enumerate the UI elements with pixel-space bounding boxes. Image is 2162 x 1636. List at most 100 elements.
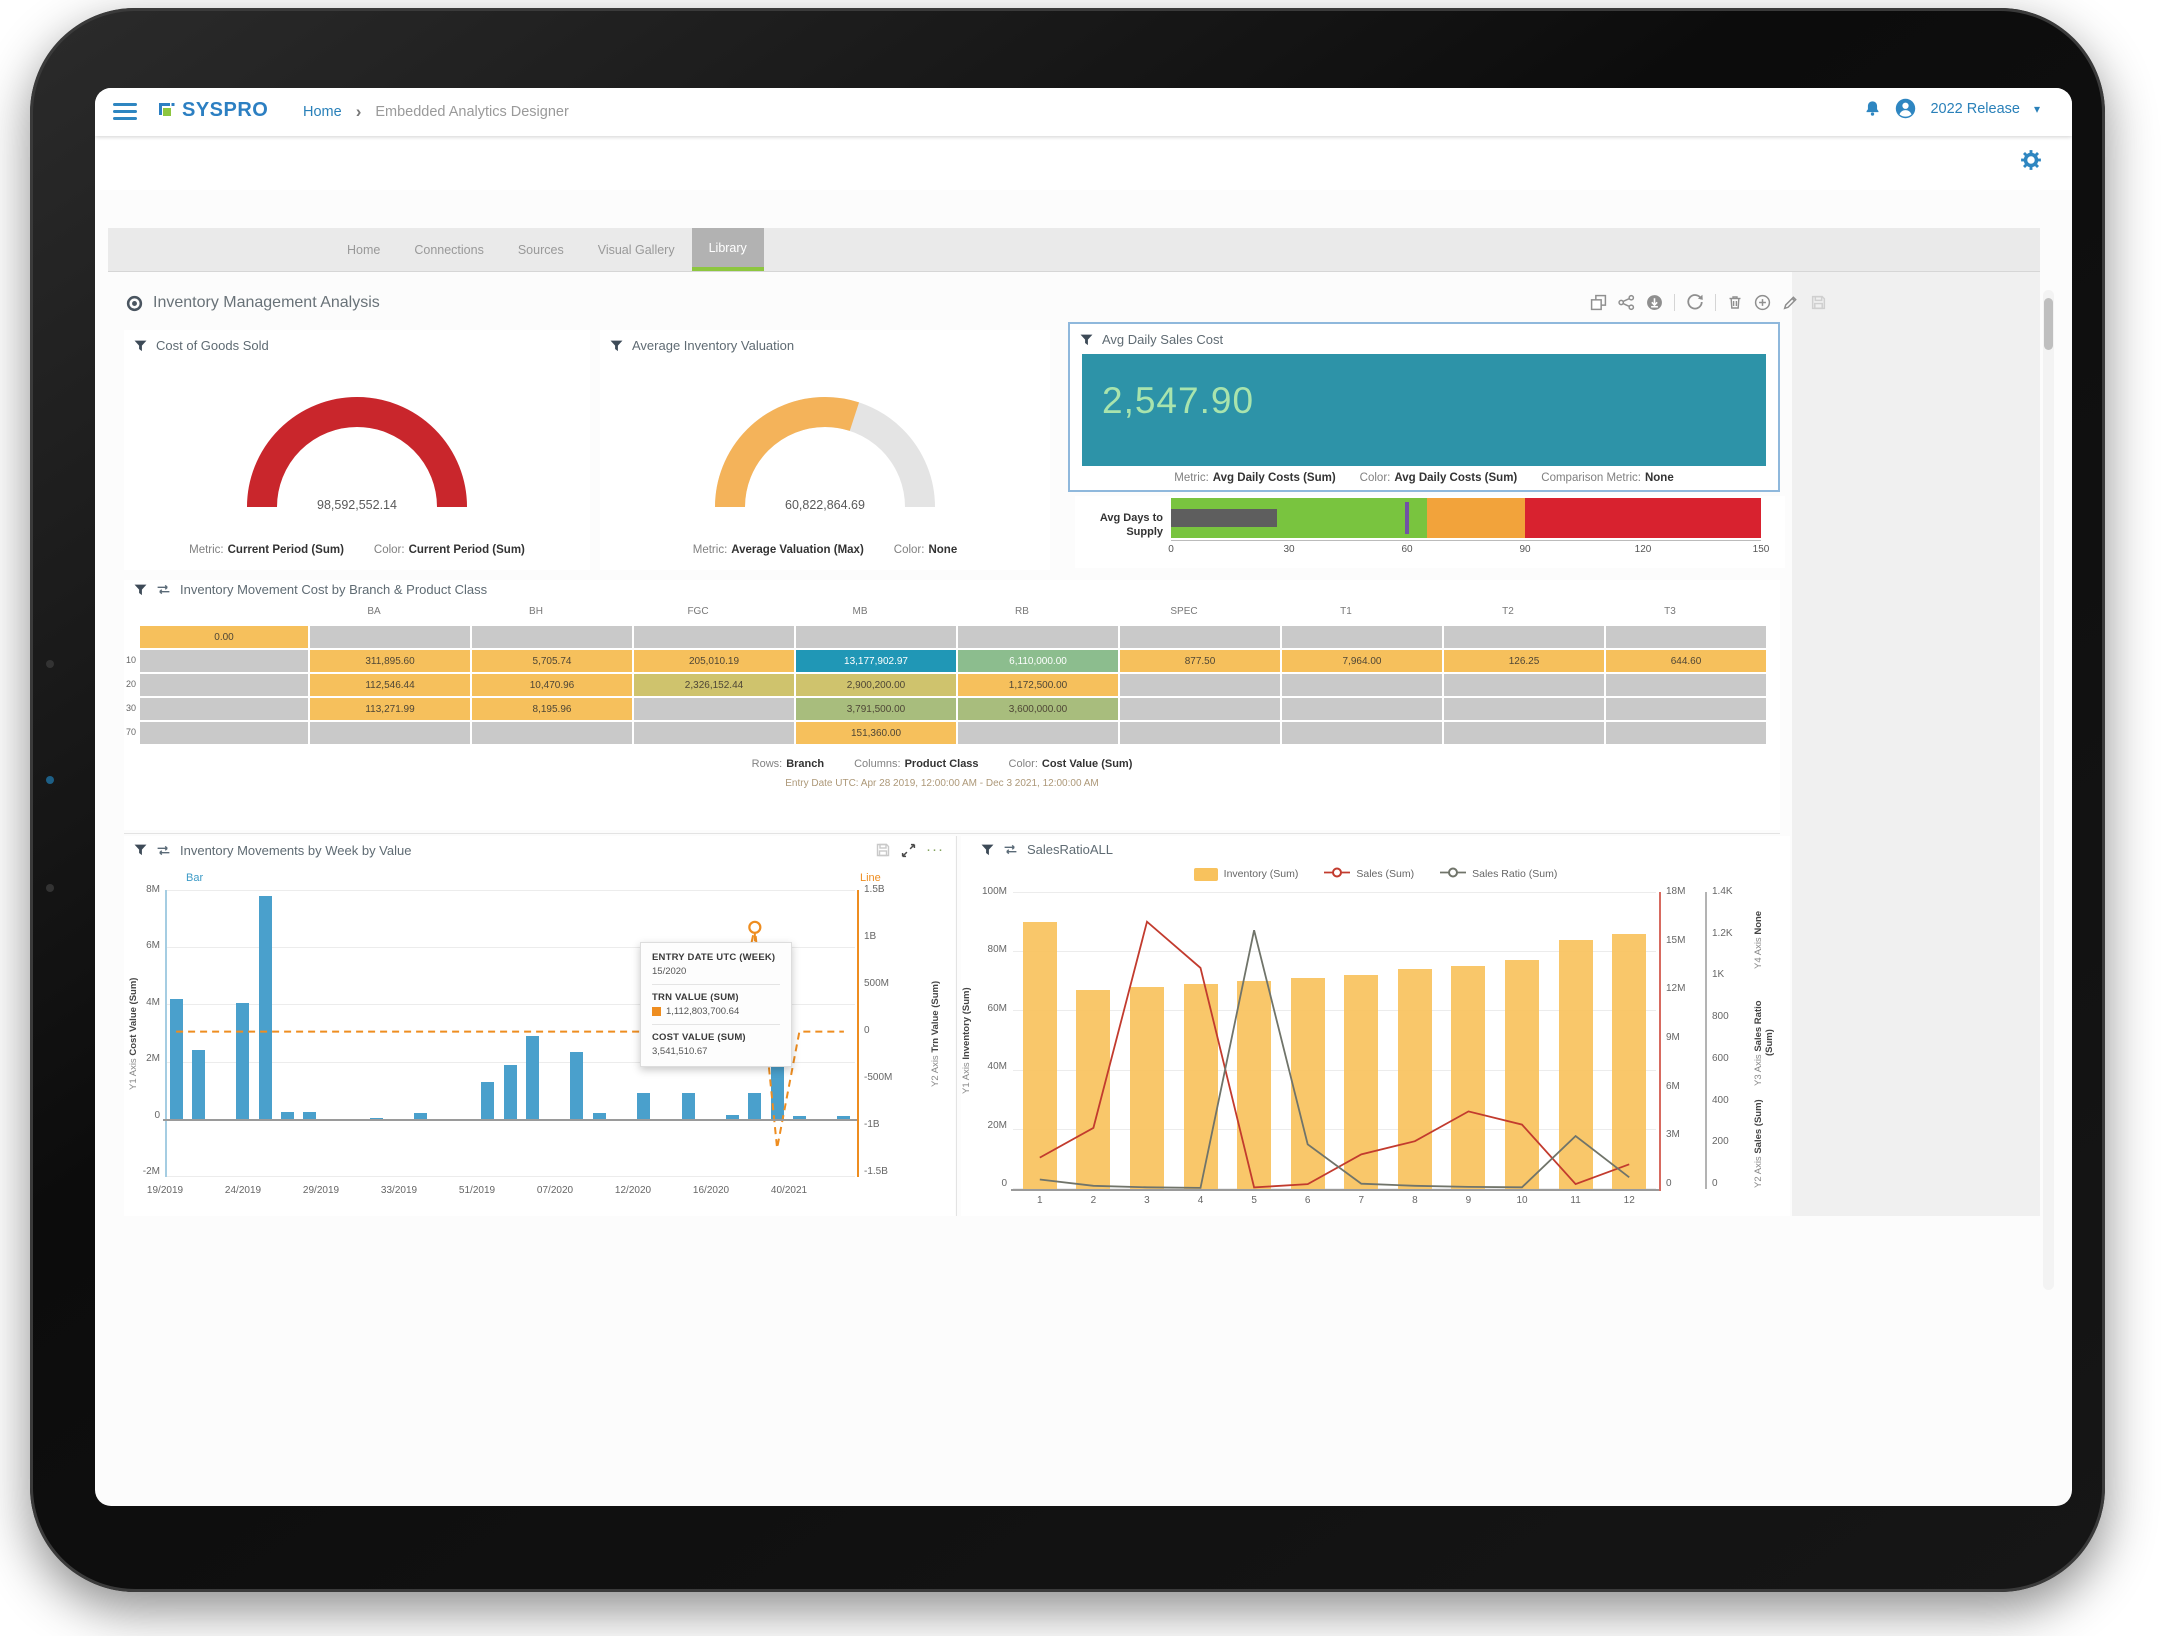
edit-icon[interactable] [1782, 294, 1799, 311]
bar[interactable] [748, 1093, 762, 1119]
bar[interactable] [1076, 990, 1111, 1189]
bar[interactable] [592, 1113, 606, 1119]
heatmap-cell[interactable] [958, 722, 1118, 744]
bar[interactable] [303, 1111, 317, 1119]
heatmap-cell[interactable] [310, 722, 470, 744]
bar[interactable] [1290, 978, 1325, 1189]
heatmap-cell[interactable] [1120, 722, 1280, 744]
bar[interactable] [1129, 987, 1164, 1189]
heatmap-cell[interactable]: 2,326,152.44 [634, 674, 794, 696]
heatmap-cell[interactable]: 877.50 [1120, 650, 1280, 672]
bullet-target-marker[interactable] [1405, 502, 1409, 534]
bar[interactable] [280, 1111, 294, 1119]
menu-icon[interactable] [113, 103, 137, 120]
gear-icon[interactable] [2020, 149, 2042, 176]
heatmap-cell[interactable] [140, 674, 308, 696]
save-icon[interactable] [875, 842, 891, 858]
heatmap-cell[interactable] [1120, 626, 1280, 648]
bar[interactable] [770, 1056, 784, 1119]
bar[interactable] [1344, 975, 1379, 1189]
filter-icon[interactable] [134, 844, 147, 856]
bar[interactable] [414, 1113, 428, 1119]
bar[interactable] [570, 1051, 584, 1119]
heatmap-cell[interactable]: 2,900,200.00 [796, 674, 956, 696]
heatmap-cell[interactable] [1444, 626, 1604, 648]
heatmap-cell[interactable]: 5,705.74 [472, 650, 632, 672]
heatmap-cell[interactable] [1282, 698, 1442, 720]
heatmap-cell[interactable] [1606, 698, 1766, 720]
widget-avg-daily-sales-cost[interactable]: Avg Daily Sales Cost 2,547.90 Metric: Avg… [1068, 322, 1780, 492]
legend-item-sales[interactable]: Sales (Sum) [1324, 866, 1414, 882]
heatmap-cell[interactable] [634, 698, 794, 720]
heatmap-cell[interactable]: 3,600,000.00 [958, 698, 1118, 720]
heatmap-cell[interactable] [1606, 626, 1766, 648]
chevron-down-icon[interactable]: ▾ [2033, 101, 2040, 116]
heatmap-cell[interactable] [1606, 674, 1766, 696]
bar[interactable] [481, 1081, 495, 1119]
bar[interactable] [191, 1050, 205, 1119]
bar[interactable] [1612, 933, 1647, 1189]
legend-item-sales-ratio[interactable]: Sales Ratio (Sum) [1440, 866, 1557, 882]
delete-icon[interactable] [1727, 294, 1743, 311]
bar[interactable] [369, 1117, 383, 1119]
heatmap-cell[interactable]: 1,172,500.00 [958, 674, 1118, 696]
heatmap-cell[interactable] [796, 626, 956, 648]
heatmap-cell[interactable] [1444, 698, 1604, 720]
tab-sources[interactable]: Sources [517, 242, 564, 257]
heatmap-cell[interactable]: 126.25 [1444, 650, 1604, 672]
bar[interactable] [503, 1064, 517, 1119]
heatmap-cell[interactable] [634, 722, 794, 744]
heatmap-cell[interactable]: 0.00 [140, 626, 308, 648]
expand-icon[interactable] [901, 843, 916, 858]
bar[interactable] [837, 1116, 851, 1119]
gauge-chart[interactable] [705, 382, 945, 512]
heatmap-cell[interactable] [958, 626, 1118, 648]
swap-axes-icon[interactable] [156, 584, 171, 595]
vertical-scrollbar[interactable] [2043, 290, 2054, 1290]
heatmap-cell[interactable]: 13,177,902.97 [796, 650, 956, 672]
heatmap-cell[interactable]: 112,546.44 [310, 674, 470, 696]
bell-icon[interactable] [1864, 100, 1881, 117]
share-icon[interactable] [1618, 294, 1635, 311]
bar[interactable] [1397, 969, 1432, 1189]
heatmap-cell[interactable] [472, 626, 632, 648]
refresh-icon[interactable] [1686, 293, 1704, 311]
filter-icon[interactable] [981, 844, 994, 856]
heatmap-cell[interactable] [1444, 722, 1604, 744]
heatmap-cell[interactable]: 151,360.00 [796, 722, 956, 744]
user-avatar-icon[interactable] [1895, 98, 1916, 119]
heatmap-cell[interactable]: 6,110,000.00 [958, 650, 1118, 672]
bar[interactable] [1451, 966, 1486, 1189]
heatmap-cell[interactable] [1120, 698, 1280, 720]
gauge-chart[interactable] [237, 382, 477, 512]
copy-icon[interactable] [1590, 294, 1607, 311]
bar[interactable] [169, 998, 183, 1119]
heatmap-cell[interactable]: 3,791,500.00 [796, 698, 956, 720]
heatmap-cell[interactable] [1606, 722, 1766, 744]
heatmap-cell[interactable]: 7,964.00 [1282, 650, 1442, 672]
bullet-chart[interactable] [1171, 498, 1761, 538]
filter-icon[interactable] [134, 584, 147, 596]
heatmap-cell[interactable] [140, 698, 308, 720]
tab-home[interactable]: Home [347, 242, 381, 257]
heatmap-cell[interactable] [1282, 626, 1442, 648]
legend-item-inventory[interactable]: Inventory (Sum) [1193, 867, 1298, 881]
heatmap-cell[interactable] [1282, 722, 1442, 744]
heatmap-cell[interactable] [634, 626, 794, 648]
bar[interactable] [258, 895, 272, 1119]
heatmap-cell[interactable] [310, 626, 470, 648]
download-icon[interactable] [1646, 294, 1663, 311]
heatmap-cell[interactable]: 205,010.19 [634, 650, 794, 672]
heatmap-cell[interactable]: 311,895.60 [310, 650, 470, 672]
more-options-icon[interactable]: ··· [926, 841, 944, 858]
save-icon[interactable] [1810, 294, 1827, 311]
bar[interactable] [1505, 960, 1540, 1189]
bar[interactable] [1237, 981, 1272, 1189]
heatmap-cell[interactable]: 644.60 [1606, 650, 1766, 672]
bar[interactable] [726, 1114, 740, 1119]
heatmap-cell[interactable] [1444, 674, 1604, 696]
tab-visual-gallery[interactable]: Visual Gallery [597, 242, 675, 257]
filter-icon[interactable] [610, 340, 623, 352]
heatmap-cell[interactable] [1120, 674, 1280, 696]
filter-icon[interactable] [134, 340, 147, 352]
